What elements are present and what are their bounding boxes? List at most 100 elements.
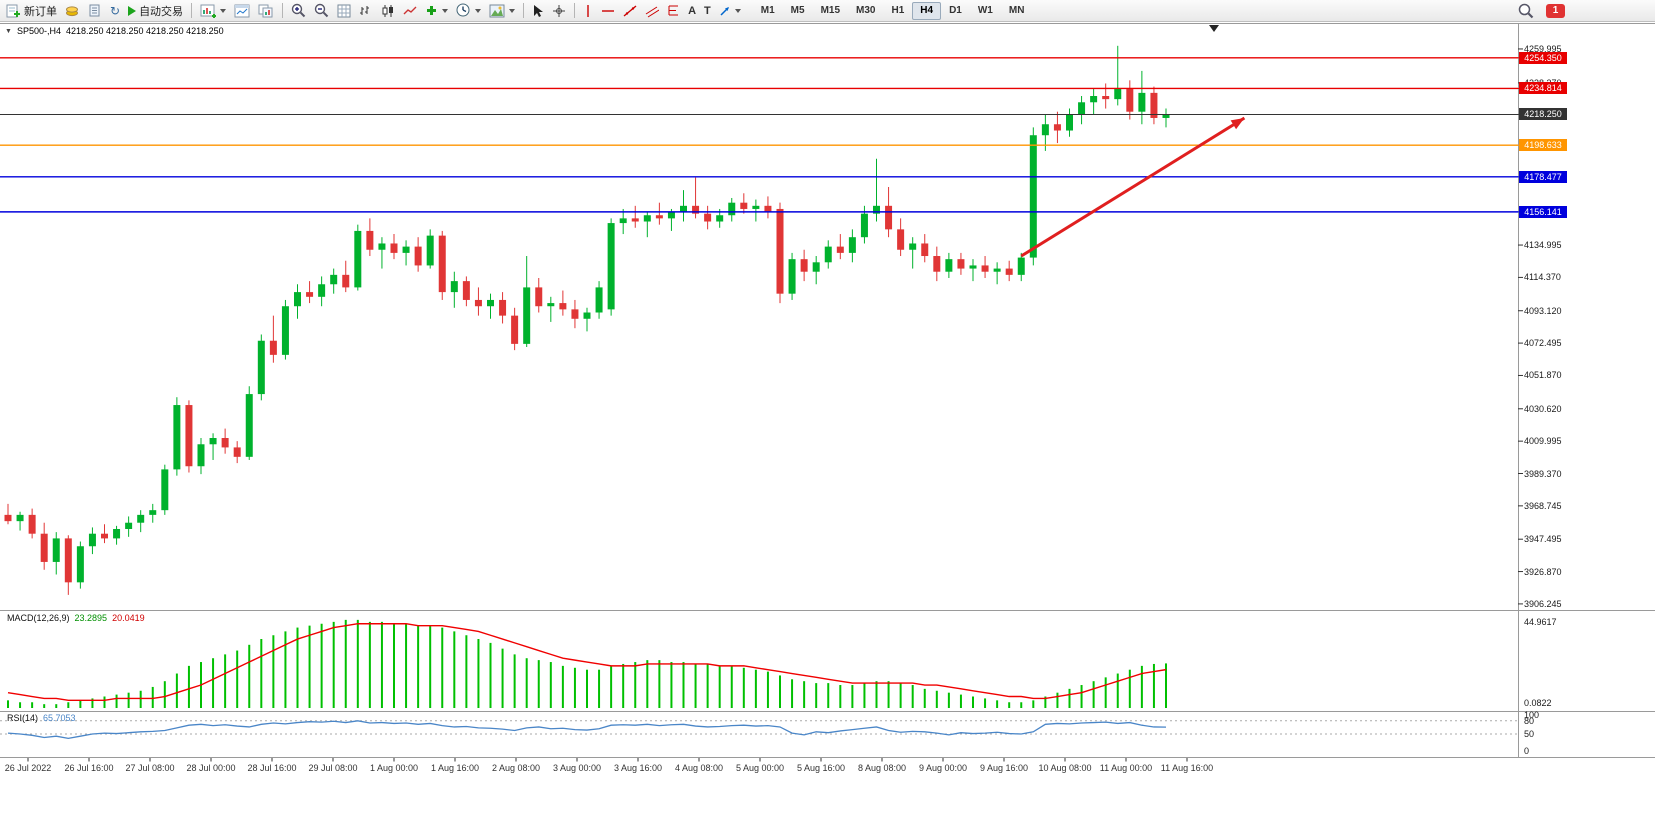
new-chart-button[interactable] <box>196 1 230 21</box>
notification-badge[interactable]: 1 <box>1546 3 1565 18</box>
symbol-period-label: SP500-,H4 <box>16 26 61 36</box>
refresh-button[interactable]: ↻ <box>106 1 124 21</box>
rsi-indicator-label: RSI(14) 65.7053 <box>7 713 76 723</box>
timeframe-h4[interactable]: H4 <box>912 1 942 20</box>
macd-signal-value: 20.0419 <box>112 613 145 623</box>
equidistant-channel-icon <box>645 6 660 17</box>
zoom-out-button[interactable] <box>310 1 333 21</box>
candlestick-chart-button[interactable] <box>377 1 399 21</box>
chart-symbol-info: ▼ SP500-,H4 4218.250 4218.250 4218.250 4… <box>5 26 224 36</box>
algo-trading-play-icon <box>128 5 137 16</box>
bars-chart-icon <box>360 5 370 15</box>
cursor-icon <box>534 4 544 17</box>
fibonacci-button[interactable] <box>663 1 684 21</box>
rsi-name: RSI(14) <box>7 713 39 723</box>
search-button[interactable] <box>1514 1 1538 21</box>
chart-profiles-button[interactable] <box>254 1 278 21</box>
rsi-line <box>7 720 1167 740</box>
grid-icon <box>337 4 351 17</box>
files-button[interactable] <box>84 1 106 21</box>
cursor-button[interactable] <box>528 1 548 21</box>
indicators-add-icon <box>427 6 437 15</box>
chart-window-icon <box>234 4 250 17</box>
rsi-panel <box>0 720 1518 740</box>
trendline-icon <box>623 4 637 17</box>
zoom-in-button[interactable] <box>287 1 310 21</box>
main-toolbar: 新订单 ↻ 自动交易 <box>0 0 1655 22</box>
trend-arrow[interactable] <box>1020 116 1246 258</box>
chart-autoscroll-marker[interactable] <box>1209 25 1219 32</box>
toolbar-separator <box>523 3 525 18</box>
equidistant-channel-button[interactable] <box>641 1 663 21</box>
chevron-down-icon <box>734 8 741 13</box>
fibonacci-icon <box>668 5 679 16</box>
search-icon <box>1518 3 1534 18</box>
candlestick-chart-icon <box>382 4 394 17</box>
timeframe-h1[interactable]: H1 <box>891 4 905 16</box>
zoom-out-icon <box>314 3 329 18</box>
chart-frame <box>0 23 1655 762</box>
timeframe-w1[interactable]: W1 <box>977 4 993 16</box>
macd-indicator-label: MACD(12,26,9) 23.2895 20.0419 <box>7 613 145 623</box>
chevron-down-icon <box>442 8 449 13</box>
text-button[interactable]: A <box>684 1 700 21</box>
crosshair-icon <box>553 4 566 17</box>
algo-trading-label: 自动交易 <box>139 5 184 18</box>
gold-coins-button[interactable] <box>61 1 84 21</box>
periods-clock-icon <box>456 3 470 17</box>
timeframe-m30[interactable]: M30 <box>856 4 876 16</box>
line-chart-button[interactable] <box>399 1 421 21</box>
macd-name: MACD(12,26,9) <box>7 613 70 623</box>
gold-coins-icon <box>66 6 78 17</box>
refresh-icon: ↻ <box>110 3 121 18</box>
line-chart-icon <box>403 6 417 14</box>
macd-main-value: 23.2895 <box>74 613 108 623</box>
new-order-label: 新订单 <box>24 5 57 18</box>
text-label-icon: T <box>704 4 711 17</box>
new-order-icon <box>6 4 20 18</box>
chart-window-button[interactable] <box>230 1 254 21</box>
shapes-button[interactable] <box>715 1 745 21</box>
toolbar-separator <box>282 3 284 18</box>
chevron-down-icon <box>475 8 482 13</box>
zoom-in-icon <box>291 3 306 18</box>
periods-button[interactable] <box>452 1 485 21</box>
vertical-line-button[interactable] <box>579 1 597 21</box>
macd-panel <box>7 619 1167 708</box>
ohlc-values: 4218.250 4218.250 4218.250 4218.250 <box>65 26 224 36</box>
new-chart-icon <box>200 4 217 18</box>
timeframe-m15[interactable]: M15 <box>820 4 841 16</box>
timeframe-d1[interactable]: D1 <box>949 4 962 16</box>
timeframe-m1[interactable]: M1 <box>760 4 775 16</box>
macd-signal-line <box>7 623 1167 702</box>
algo-trading-button[interactable]: 自动交易 <box>124 1 187 21</box>
bars-chart-button[interactable] <box>355 1 377 21</box>
horizontal-line-icon <box>602 9 615 12</box>
one-click-trading-toggle[interactable]: ▼ <box>5 27 12 35</box>
text-icon: A <box>688 4 697 17</box>
price-level-lines[interactable] <box>0 57 1518 213</box>
toolbar-separator <box>191 3 193 18</box>
timeframe-m5[interactable]: M5 <box>790 4 805 16</box>
chevron-down-icon <box>509 8 516 13</box>
candles-series <box>4 45 1170 595</box>
horizontal-line-button[interactable] <box>597 1 619 21</box>
indicators-button[interactable] <box>421 1 452 21</box>
new-order-button[interactable]: 新订单 <box>2 1 61 21</box>
timeframe-mn[interactable]: MN <box>1008 4 1025 16</box>
trendline-button[interactable] <box>619 1 641 21</box>
files-icon <box>89 4 100 17</box>
text-label-button[interactable]: T <box>700 1 715 21</box>
shapes-arrow-icon <box>720 6 729 16</box>
crosshair-button[interactable] <box>548 1 570 21</box>
toolbar-right-group: 1 <box>1514 1 1565 21</box>
timeframe-group: M1 M5 M15 M30 H1 H4 D1 W1 MN <box>753 1 1033 20</box>
chevron-down-icon <box>220 8 227 13</box>
templates-button[interactable] <box>485 1 519 21</box>
chart-profiles-icon <box>258 4 273 17</box>
grid-button[interactable] <box>333 1 355 21</box>
toolbar-separator <box>574 3 576 18</box>
rsi-value: 65.7053 <box>43 713 76 723</box>
vertical-line-icon <box>587 4 589 17</box>
